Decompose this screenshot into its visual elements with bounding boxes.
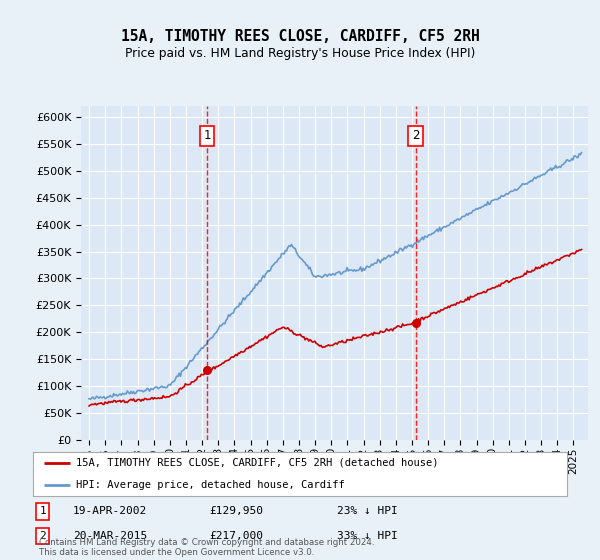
Text: 15A, TIMOTHY REES CLOSE, CARDIFF, CF5 2RH (detached house): 15A, TIMOTHY REES CLOSE, CARDIFF, CF5 2R…: [76, 458, 438, 468]
Text: Price paid vs. HM Land Registry's House Price Index (HPI): Price paid vs. HM Land Registry's House …: [125, 46, 475, 60]
Text: 20-MAR-2015: 20-MAR-2015: [73, 531, 148, 541]
Text: HPI: Average price, detached house, Cardiff: HPI: Average price, detached house, Card…: [76, 480, 344, 489]
Text: 2: 2: [412, 129, 419, 142]
Text: £217,000: £217,000: [209, 531, 263, 541]
Text: 1: 1: [39, 506, 46, 516]
Text: 19-APR-2002: 19-APR-2002: [73, 506, 148, 516]
Text: 15A, TIMOTHY REES CLOSE, CARDIFF, CF5 2RH: 15A, TIMOTHY REES CLOSE, CARDIFF, CF5 2R…: [121, 29, 479, 44]
Text: 1: 1: [203, 129, 211, 142]
Text: 33% ↓ HPI: 33% ↓ HPI: [337, 531, 398, 541]
Text: £129,950: £129,950: [209, 506, 263, 516]
Text: 23% ↓ HPI: 23% ↓ HPI: [337, 506, 398, 516]
Text: Contains HM Land Registry data © Crown copyright and database right 2024.
This d: Contains HM Land Registry data © Crown c…: [39, 538, 374, 557]
Text: 2: 2: [39, 531, 46, 541]
